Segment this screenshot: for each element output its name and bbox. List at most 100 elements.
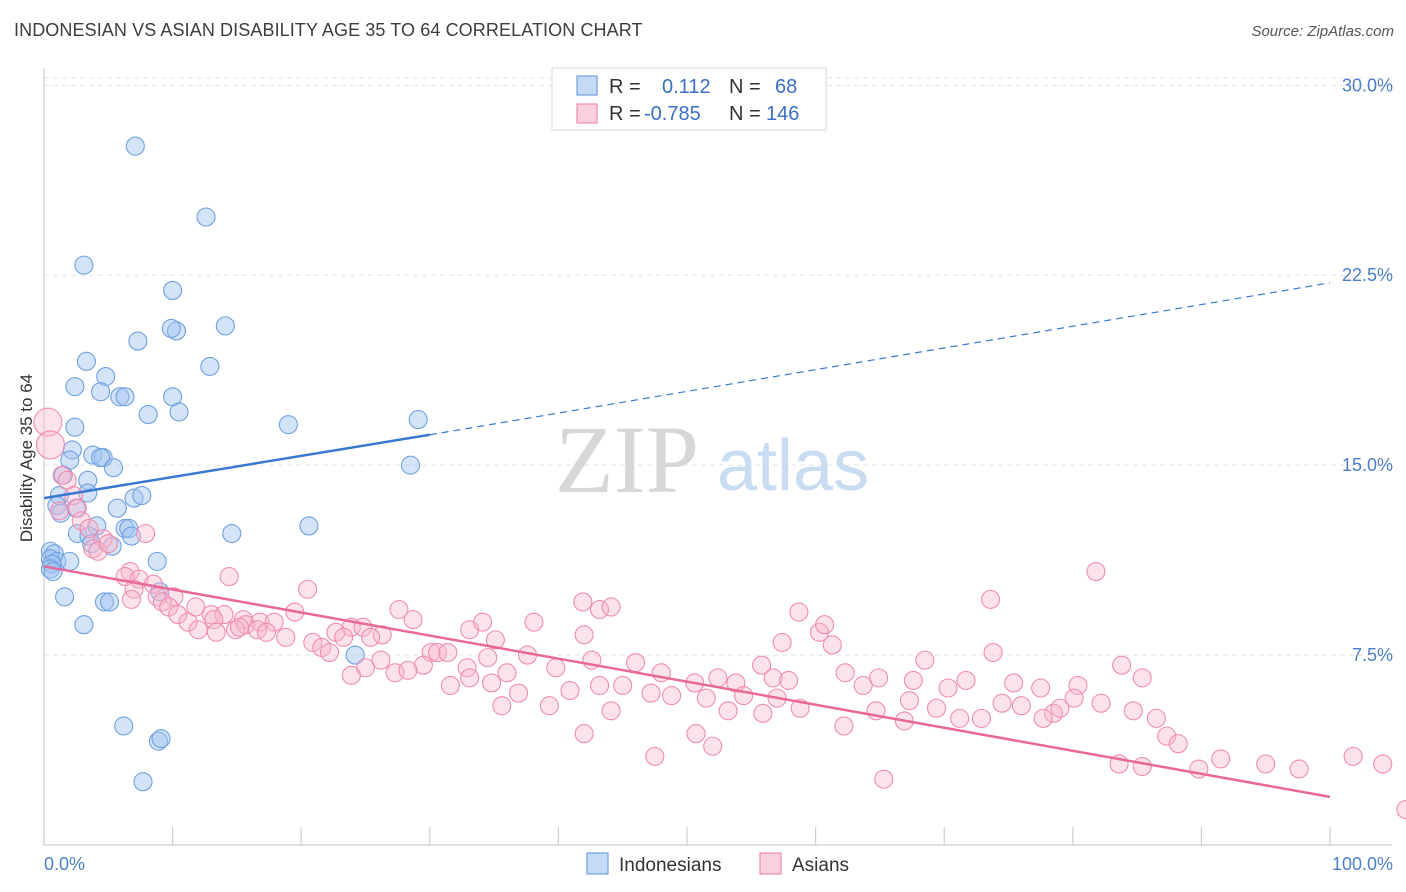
indonesian-point [128,331,148,351]
asian-point [822,635,842,655]
bottom-legend-swatch-asians [759,852,782,875]
asian-point [539,696,559,716]
indonesian-point [110,387,130,407]
bottom-legend: Indonesians Asians [586,852,849,876]
indonesian-point [103,458,123,478]
asian-point [219,567,239,587]
asian-point [789,602,809,622]
y-axis-title: Disability Age 35 to 64 [17,374,36,542]
asian-point [35,430,65,460]
indonesian-point [132,485,152,506]
indonesian-point [91,382,111,402]
x-tick-label: 0.0% [44,854,85,874]
asian-point [256,622,277,642]
asian-point [371,650,391,670]
asian-point [753,703,773,723]
asian-point [708,668,728,688]
asian-point [298,579,318,599]
asian-point [1168,734,1188,754]
indonesian-point [299,516,319,536]
asian-point [574,625,594,645]
indonesian-point [60,551,80,571]
asian-point [1256,754,1276,774]
indonesian-point [100,592,120,612]
legend-n-label-2: N = [729,103,761,125]
asian-point [49,501,69,521]
legend-n-label-1: N = [729,76,761,98]
asian-point [33,407,63,437]
asian-point [188,620,208,640]
asian-point [560,680,580,701]
asian-point [601,701,621,721]
asian-point [590,599,610,620]
asian-point [546,658,566,678]
indonesian-point [148,731,169,751]
indonesian-point [43,561,63,582]
indonesian-point [200,356,220,376]
asian-point [398,660,418,680]
asian-point [903,670,923,690]
indonesian-point [124,488,144,508]
asian-point [178,612,198,632]
asian-point [497,663,517,683]
asian-point [1132,668,1152,688]
asian-point [1091,693,1111,713]
asian-point [1050,698,1070,718]
tick-labels: 7.5% 15.0% 22.5% 30.0% 0.0% 100.0% [44,75,1393,874]
asian-point [361,627,381,647]
indonesian-point [345,645,365,665]
asian-point [641,683,661,703]
asian-point [601,597,621,617]
indonesian-point [94,592,114,612]
asian-point [403,610,423,630]
watermark-zip: ZIP [555,406,699,513]
legend-swatch-indonesians [576,75,598,96]
indonesian-point [87,516,107,536]
indonesian-point [115,387,135,407]
asian-point [229,617,250,637]
asian-point [264,612,284,632]
asian-point [1086,561,1106,582]
asian-point [438,642,458,663]
asian-point [334,627,354,647]
legend-n-value-1: 68 [775,76,797,98]
asian-point [276,627,296,647]
asian-point [696,688,716,708]
asian-point [1033,708,1053,728]
asian-point [734,686,754,706]
indonesian-point [400,455,421,475]
watermark-atlas: atlas [717,426,869,506]
asian-point [853,675,873,696]
asian-point [1211,749,1231,769]
indonesian-point [138,404,158,425]
grid-lines [44,77,1392,656]
indonesian-point [161,318,181,338]
asian-point [980,589,1001,609]
asian-point [303,632,323,652]
asian-point [460,668,480,688]
asian-point [645,746,665,766]
indonesian-point [133,772,153,792]
asian-point [779,670,799,690]
x-tick-label: 100.0% [1332,854,1393,874]
trend-lines [43,282,1331,799]
asian-point [574,724,594,744]
y-tick-label: 30.0% [1342,75,1393,95]
asian-point [971,708,992,728]
asian-point [613,675,633,696]
asian-point [427,642,448,663]
axes [43,68,1392,846]
asian-point [1112,655,1132,675]
indonesian-point [169,402,189,422]
asian-trend-line [43,565,1331,799]
indonesian-point [67,523,87,544]
asian-point [1396,800,1406,820]
asian-point [772,632,792,652]
indonesian-point [222,523,242,544]
asian-point [763,668,783,688]
asian-point [88,541,108,561]
legend-r-label-1: R = [609,76,641,98]
asian-point [524,612,544,632]
asian-point [389,599,409,620]
asian-point [815,615,835,635]
